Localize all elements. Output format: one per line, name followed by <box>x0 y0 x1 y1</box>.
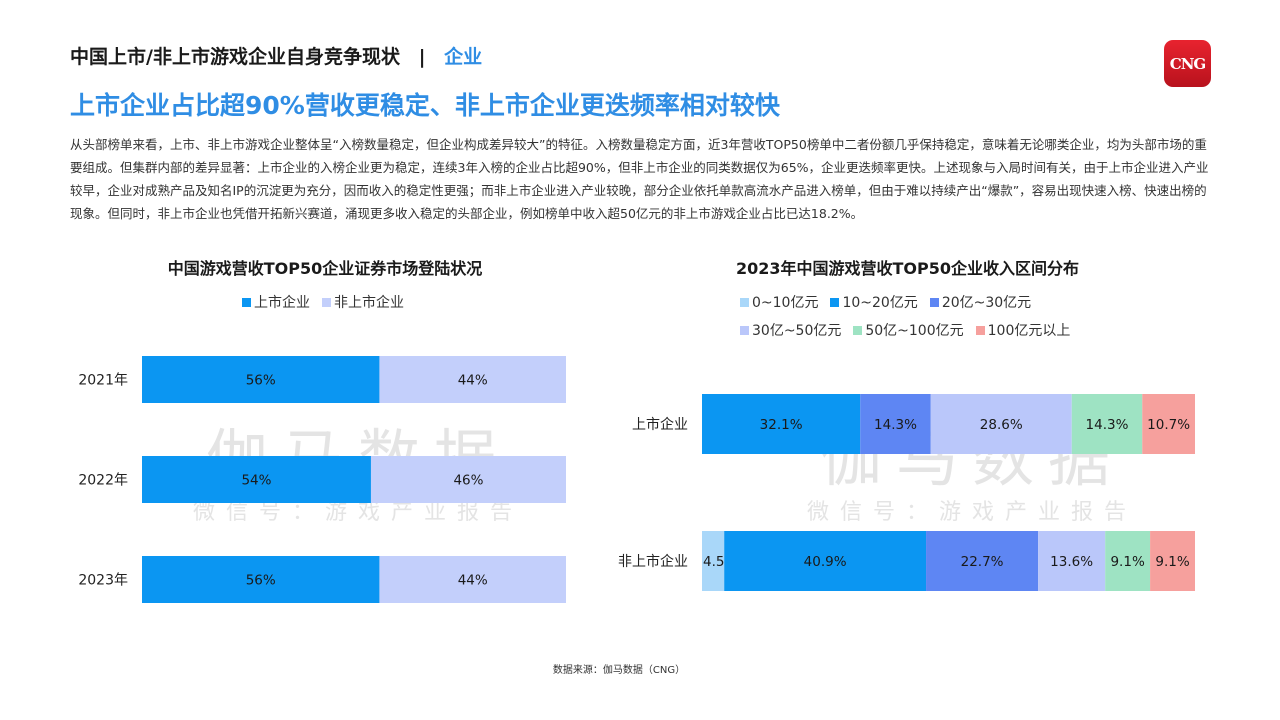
legend-swatch <box>929 297 939 307</box>
logo-text: CNG <box>1169 54 1206 73</box>
data-label: 28.6% <box>980 417 1023 433</box>
data-label: 9.1% <box>1110 554 1144 570</box>
legend-item: 100亿元以上 <box>975 320 1071 340</box>
legend-label: 30亿~50亿元 <box>752 323 842 339</box>
data-label: 13.6% <box>1050 554 1093 570</box>
data-label: 40.9% <box>804 554 847 570</box>
data-label: 22.7% <box>961 554 1004 570</box>
bar-segment <box>1105 531 1151 591</box>
bar-segment <box>379 556 566 603</box>
data-source: 数据来源：伽马数据（CNG） <box>552 665 686 676</box>
section-label: 企业 <box>444 46 483 68</box>
bar-segment <box>142 456 371 503</box>
bar-segment <box>1038 531 1106 591</box>
legend-swatch <box>740 325 749 335</box>
legend-revenue-row-1: 0~10亿元 10~20亿元 20亿~30亿元 <box>740 292 1031 312</box>
data-label: 14.3% <box>874 417 917 433</box>
data-label: 56% <box>246 573 276 589</box>
legend-label: 非上市企业 <box>334 295 404 311</box>
bar-segment <box>930 394 1072 454</box>
data-label: 56% <box>246 373 276 389</box>
data-label: 9.1% <box>1155 554 1189 570</box>
legend-swatch <box>322 297 331 307</box>
bar-segment <box>379 356 566 403</box>
legend-item: 上市企业 <box>242 292 310 312</box>
legend-item: 50亿~100亿元 <box>853 320 964 340</box>
data-label: 32.1% <box>760 417 803 433</box>
legend-label: 50亿~100亿元 <box>865 323 964 339</box>
legend-item: 30亿~50亿元 <box>740 320 841 340</box>
title-separator: | <box>418 46 426 68</box>
legend-swatch <box>853 325 863 335</box>
chart-title-listing: 中国游戏营收TOP50企业证券市场登陆状况 <box>167 259 483 278</box>
bar-segment <box>1142 394 1195 454</box>
legend-label: 20亿~30亿元 <box>941 295 1032 311</box>
bar-segment <box>724 531 927 591</box>
bar-segment <box>926 531 1039 591</box>
category-label: 上市企业 <box>632 416 688 433</box>
bar-segment <box>1071 394 1143 454</box>
category-label: 2023年 <box>78 573 128 589</box>
category-label: 2021年 <box>78 373 128 389</box>
watermark-sub-text: 微信号：游戏产业报告 <box>806 500 1137 525</box>
legend-swatch <box>740 297 749 307</box>
data-label: 46% <box>453 473 483 489</box>
data-label: 44% <box>458 573 488 589</box>
legend-label: 10~20亿元 <box>842 295 918 311</box>
page-header: 中国上市/非上市游戏企业自身竞争现状 | 企业 <box>70 42 482 69</box>
summary-paragraph: 从头部榜单来看，上市、非上市游戏企业整体呈“入榜数量稳定，但企业构成差异较大”的… <box>70 137 1209 221</box>
bar-segment <box>370 456 566 503</box>
headline: 上市企业占比超90%营收更稳定、非上市企业更迭频率相对较快 <box>70 91 780 120</box>
page-title: 中国上市/非上市游戏企业自身竞争现状 <box>70 46 400 68</box>
legend-listing: 上市企业 非上市企业 <box>242 292 404 312</box>
legend-swatch <box>975 325 985 335</box>
watermark-sub-text: 微信号：游戏产业报告 <box>192 500 523 525</box>
bar-segment <box>702 531 725 591</box>
legend-swatch <box>830 297 840 307</box>
data-label: 54% <box>241 473 271 489</box>
legend-item: 20亿~30亿元 <box>929 292 1032 312</box>
category-label: 非上市企业 <box>618 553 688 570</box>
bar-segment <box>860 394 931 454</box>
category-label: 2022年 <box>78 473 128 489</box>
chart-title-revenue: 2023年中国游戏营收TOP50企业收入区间分布 <box>735 259 1080 278</box>
bar-segment <box>142 356 380 403</box>
legend-item: 非上市企业 <box>322 292 404 312</box>
legend-label: 0~10亿元 <box>752 295 819 311</box>
legend-item: 0~10亿元 <box>740 292 818 312</box>
bar-segment <box>142 556 380 603</box>
legend-swatch <box>242 297 251 307</box>
bar-segment <box>1150 531 1195 591</box>
bar-segment <box>702 394 861 454</box>
data-label: 10.7% <box>1147 417 1190 433</box>
cng-logo: CNG <box>1164 40 1211 87</box>
data-label: 14.3% <box>1086 417 1129 433</box>
legend-label: 上市企业 <box>254 295 310 311</box>
legend-label: 100亿元以上 <box>987 323 1071 339</box>
data-label: 44% <box>458 373 488 389</box>
legend-item: 10~20亿元 <box>830 292 918 312</box>
legend-revenue-row-2: 30亿~50亿元 50亿~100亿元 100亿元以上 <box>740 320 1070 340</box>
